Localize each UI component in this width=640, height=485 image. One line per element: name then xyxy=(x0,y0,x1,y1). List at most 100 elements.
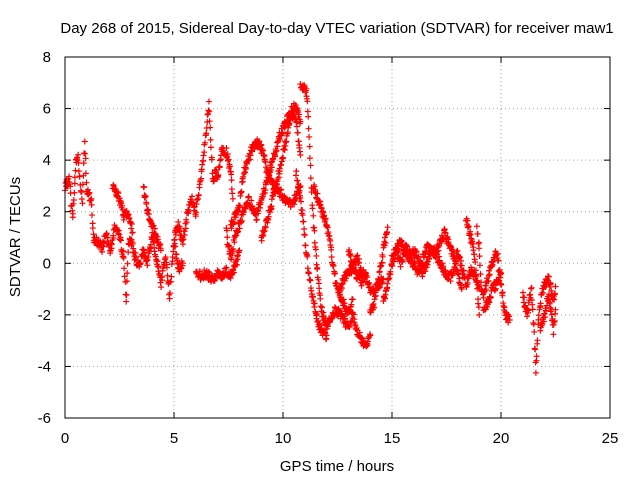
data-point xyxy=(379,253,386,260)
data-point xyxy=(155,264,162,271)
data-point xyxy=(489,261,496,268)
data-point xyxy=(382,239,389,246)
data-point xyxy=(471,251,478,258)
data-point xyxy=(163,264,170,271)
data-point xyxy=(154,263,161,270)
data-point xyxy=(551,319,558,326)
data-point xyxy=(545,273,552,280)
data-point xyxy=(260,232,267,239)
plot-frame xyxy=(64,56,611,419)
data-point xyxy=(141,184,148,191)
data-point xyxy=(203,130,210,137)
data-point xyxy=(415,253,422,260)
data-point xyxy=(305,113,312,120)
data-point xyxy=(330,262,337,269)
data-point xyxy=(419,260,426,267)
data-point xyxy=(308,287,315,294)
data-point xyxy=(147,241,154,248)
data-point xyxy=(258,237,265,244)
data-point xyxy=(356,259,363,266)
data-point xyxy=(185,207,192,214)
data-point xyxy=(207,124,214,131)
data-point xyxy=(78,189,85,196)
data-point xyxy=(301,232,308,239)
data-point xyxy=(539,289,546,296)
data-point xyxy=(200,158,207,165)
data-point xyxy=(258,142,265,149)
data-point xyxy=(552,290,559,297)
data-point xyxy=(532,369,539,376)
y-tick-label: -4 xyxy=(38,358,51,375)
data-point xyxy=(75,151,82,158)
data-point xyxy=(286,120,293,127)
data-point xyxy=(328,254,335,261)
data-point xyxy=(129,229,136,236)
data-point xyxy=(451,252,458,259)
data-point xyxy=(197,268,204,275)
data-point xyxy=(323,332,330,339)
data-point xyxy=(166,295,173,302)
data-point xyxy=(226,163,233,170)
data-point xyxy=(245,157,252,164)
data-point xyxy=(528,284,535,291)
data-point xyxy=(399,258,406,265)
data-point xyxy=(207,136,214,143)
data-point xyxy=(310,212,317,219)
data-point xyxy=(346,251,353,258)
data-point xyxy=(164,272,171,279)
data-point xyxy=(67,183,74,190)
data-point xyxy=(529,306,536,313)
x-tick-label: 25 xyxy=(602,430,619,447)
data-point xyxy=(71,189,78,196)
chart-title: Day 268 of 2015, Sidereal Day-to-day VTE… xyxy=(60,20,613,37)
data-point xyxy=(173,251,180,258)
data-point xyxy=(297,195,304,202)
data-point xyxy=(343,275,350,282)
data-point xyxy=(172,243,179,250)
data-point xyxy=(303,85,310,92)
data-point xyxy=(379,259,386,266)
data-point xyxy=(329,315,336,322)
data-point xyxy=(458,257,465,264)
data-point xyxy=(485,278,492,285)
data-point xyxy=(440,263,447,270)
data-point xyxy=(317,303,324,310)
data-point xyxy=(124,270,131,277)
data-point xyxy=(162,254,169,261)
data-point xyxy=(522,302,529,309)
data-point xyxy=(384,224,391,231)
data-point xyxy=(82,170,89,177)
data-point xyxy=(142,193,149,200)
data-point xyxy=(499,289,506,296)
data-point xyxy=(521,294,528,301)
data-point xyxy=(485,298,492,305)
data-point xyxy=(89,225,96,232)
data-point xyxy=(492,285,499,292)
data-point xyxy=(205,98,212,105)
data-point xyxy=(301,226,308,233)
data-point xyxy=(531,328,538,335)
data-point xyxy=(294,177,301,184)
data-point xyxy=(168,273,175,280)
data-point xyxy=(129,240,136,247)
data-point xyxy=(524,313,531,320)
data-point xyxy=(236,202,243,209)
data-point xyxy=(149,235,156,242)
data-point xyxy=(226,242,233,249)
data-point xyxy=(132,249,139,256)
data-point xyxy=(130,245,137,252)
data-point xyxy=(201,149,208,156)
data-point xyxy=(230,266,237,273)
data-point xyxy=(175,218,182,225)
data-point xyxy=(117,237,124,244)
data-point xyxy=(224,234,231,241)
data-point xyxy=(542,314,549,321)
data-point xyxy=(300,218,307,225)
data-point xyxy=(253,216,260,223)
data-point xyxy=(239,218,246,225)
data-point xyxy=(470,247,477,254)
data-point xyxy=(228,171,235,178)
data-point xyxy=(422,250,429,257)
